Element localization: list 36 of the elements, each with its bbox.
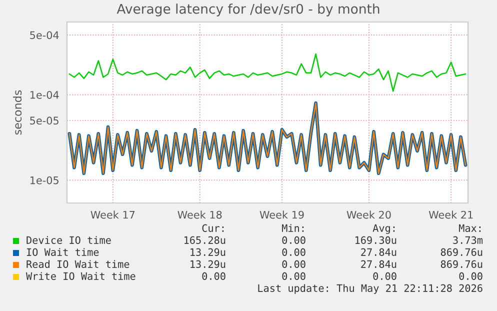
text: 869.76u <box>440 248 482 256</box>
text: 3.73m <box>453 236 483 244</box>
y-tick-label: 1e-04 <box>30 90 59 99</box>
x-tick-label: Week 18 <box>178 210 222 219</box>
legend-label: Read IO Wait time <box>26 260 130 268</box>
text: 13.29u <box>190 260 226 268</box>
chart-title: Average latency for /dev/sr0 - by month <box>116 4 380 16</box>
text: Last update: Thu May 21 22:11:28 2026 <box>258 284 482 294</box>
text: 0.00 <box>202 272 226 280</box>
text: 165.28u <box>184 236 226 244</box>
text: 869.76u <box>440 260 482 268</box>
x-tick-label: Week 17 <box>90 210 135 219</box>
y-tick-label: 1e-05 <box>30 176 58 184</box>
text: 0.00 <box>282 260 306 268</box>
text: 13.29u <box>190 248 226 256</box>
y-tick-label: 5e-05 <box>30 116 58 125</box>
text: Max: <box>459 224 481 232</box>
legend-label: IO Wait time <box>26 248 99 256</box>
x-tick-label: Week 20 <box>346 210 391 219</box>
text: 0.00 <box>282 272 306 280</box>
text: Cur: <box>202 224 224 232</box>
text: 27.84u <box>361 248 396 256</box>
legend-label: Device IO time <box>26 236 111 244</box>
x-tick-label: Week 21 <box>428 210 473 219</box>
text: 0.00 <box>282 248 306 256</box>
text: 169.30u <box>355 236 396 244</box>
x-tick-label: Week 19 <box>260 210 304 219</box>
text: 27.84u <box>361 260 396 268</box>
text: Avg: <box>372 224 395 234</box>
text: 0.00 <box>373 272 396 280</box>
legend-label: Write IO Wait time <box>26 272 136 280</box>
text: 0.00 <box>282 236 306 244</box>
text: 0.00 <box>459 272 482 280</box>
y-axis-title: seconds <box>13 90 22 135</box>
y-tick-label: 5e-04 <box>30 31 59 40</box>
text: Min: <box>282 224 304 232</box>
